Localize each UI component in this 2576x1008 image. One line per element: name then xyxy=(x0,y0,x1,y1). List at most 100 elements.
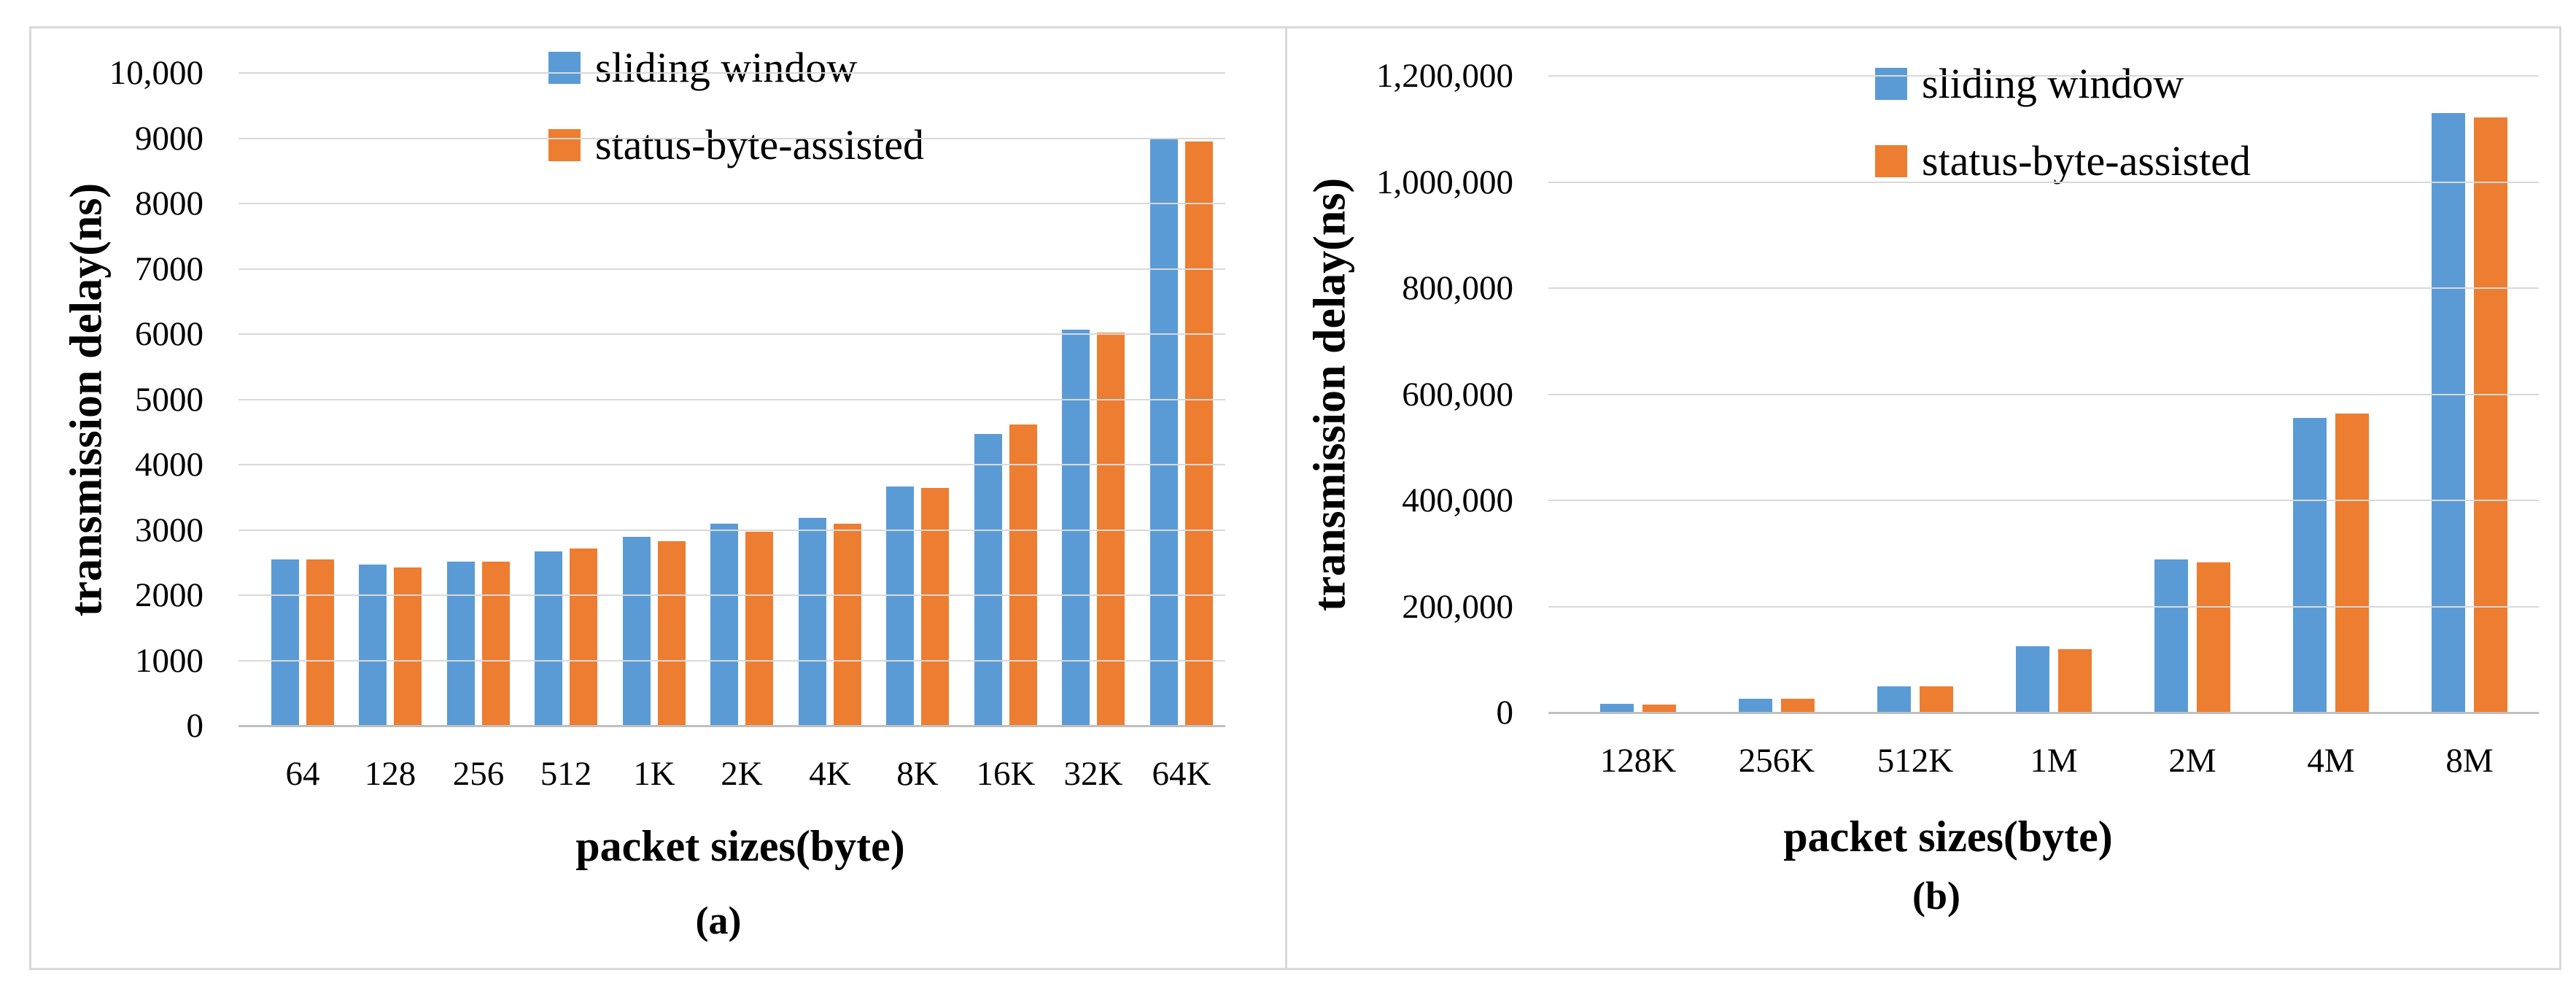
bar-status-byte-assisted-256K xyxy=(1781,699,1815,713)
legend-item-status-byte-assisted: status-byte-assisted xyxy=(1875,139,2251,184)
y-tick-label: 1000 xyxy=(135,642,203,680)
x-tick-label: 128K xyxy=(1599,742,1677,780)
x-tick-label: 4K xyxy=(809,755,851,793)
bar-status-byte-assisted-256 xyxy=(482,562,510,726)
gridline xyxy=(238,138,1225,139)
bar-status-byte-assisted-64K xyxy=(1185,141,1213,726)
x-tick-label: 64K xyxy=(1152,755,1211,793)
legend-label: status-byte-assisted xyxy=(1922,137,2251,185)
x-tick-label: 4M xyxy=(2307,742,2355,780)
category-group-512K xyxy=(1846,76,1985,713)
legend-label: status-byte-assisted xyxy=(595,121,925,168)
category-group-128K xyxy=(1569,76,1707,713)
gridline xyxy=(238,660,1225,662)
legend: sliding window status-byte-assisted xyxy=(1875,61,2251,184)
category-group-8K xyxy=(874,73,961,726)
bar-sliding-window-128 xyxy=(359,565,387,726)
x-axis-title: packet sizes(byte) xyxy=(1783,813,2113,861)
gridline xyxy=(238,399,1225,400)
panel-caption: (a) xyxy=(695,899,742,942)
category-group-64K xyxy=(1138,73,1225,726)
bar-sliding-window-32K xyxy=(1062,330,1090,726)
x-tick-label: 2M xyxy=(2168,742,2216,780)
bar-status-byte-assisted-16K xyxy=(1009,424,1037,726)
x-axis-title: packet sizes(byte) xyxy=(575,822,905,870)
legend-item-status-byte-assisted: status-byte-assisted xyxy=(548,123,924,168)
y-tick-label: 2000 xyxy=(135,576,203,614)
panel-a: transmission delay(ns) sliding window st… xyxy=(29,0,1285,1008)
category-group-4K xyxy=(786,73,874,726)
x-tick-label: 128 xyxy=(364,755,416,793)
bar-status-byte-assisted-4K xyxy=(834,524,861,726)
plot-area xyxy=(259,73,1225,726)
x-tick-label: 32K xyxy=(1063,755,1123,793)
x-tick-label: 64 xyxy=(285,755,320,793)
bar-status-byte-assisted-2K xyxy=(745,532,773,726)
x-tick-label: 1K xyxy=(633,755,675,793)
x-tick-label: 256 xyxy=(452,755,505,793)
y-tick-label: 1,200,000 xyxy=(1376,57,1513,95)
gridline xyxy=(238,594,1225,596)
x-tick-label: 256K xyxy=(1738,742,1815,780)
axis-baseline xyxy=(238,725,1225,727)
bar-status-byte-assisted-8M xyxy=(2474,117,2507,713)
category-group-128 xyxy=(346,73,434,726)
bar-status-byte-assisted-128K xyxy=(1642,705,1676,713)
gridline xyxy=(238,530,1225,531)
y-tick-label: 1,000,000 xyxy=(1376,163,1513,201)
legend-swatch-sliding-window xyxy=(548,52,581,84)
legend-label: sliding window xyxy=(595,44,858,91)
bar-sliding-window-1K xyxy=(623,537,651,726)
x-tick-label: 512 xyxy=(540,755,592,793)
panel-divider xyxy=(1285,26,1287,970)
category-group-2K xyxy=(698,73,785,726)
category-group-256 xyxy=(435,73,522,726)
category-group-256K xyxy=(1707,76,1846,713)
bar-status-byte-assisted-64 xyxy=(306,559,334,726)
category-group-1K xyxy=(610,73,698,726)
bar-sliding-window-2M xyxy=(2154,559,2188,713)
bar-sliding-window-128K xyxy=(1600,704,1634,713)
gridline xyxy=(1548,182,2539,183)
panel-b: transmission delay(ns) sliding window st… xyxy=(1287,0,2564,1008)
legend-item-sliding-window: sliding window xyxy=(548,45,924,90)
y-tick-label: 8000 xyxy=(135,185,203,222)
y-tick-label: 5000 xyxy=(135,381,203,419)
gridline xyxy=(1548,606,2539,608)
category-group-4M xyxy=(2262,76,2400,713)
axis-baseline xyxy=(1548,712,2539,714)
bar-sliding-window-512 xyxy=(535,551,562,726)
bar-status-byte-assisted-2M xyxy=(2197,562,2230,713)
category-group-512 xyxy=(522,73,610,726)
y-tick-label: 6000 xyxy=(135,315,203,353)
x-tick-label: 16K xyxy=(976,755,1036,793)
bar-sliding-window-1M xyxy=(2016,646,2049,713)
category-group-16K xyxy=(962,73,1050,726)
bar-sliding-window-256 xyxy=(447,562,475,726)
plot-area xyxy=(1569,76,2539,713)
x-tick-label: 8M xyxy=(2445,742,2494,780)
category-group-2M xyxy=(2123,76,2262,713)
category-group-1M xyxy=(1985,76,2123,713)
gridline xyxy=(238,268,1225,270)
y-tick-label: 3000 xyxy=(135,511,203,549)
y-tick-label: 10,000 xyxy=(109,54,203,92)
x-tick-label: 512K xyxy=(1877,742,1954,780)
gridline xyxy=(1548,287,2539,289)
y-tick-label: 4000 xyxy=(135,446,203,484)
gridline xyxy=(1548,394,2539,395)
x-tick-label: 2K xyxy=(721,755,763,793)
legend-item-sliding-window: sliding window xyxy=(1875,61,2251,106)
y-tick-label: 800,000 xyxy=(1402,269,1513,307)
bar-status-byte-assisted-512K xyxy=(1920,686,1953,713)
bar-sliding-window-2K xyxy=(710,524,738,726)
gridline xyxy=(238,464,1225,465)
legend-label: sliding window xyxy=(1922,60,2184,107)
figure-border xyxy=(29,26,2561,970)
bar-status-byte-assisted-512 xyxy=(570,548,597,726)
legend-swatch-status-byte-assisted xyxy=(548,129,581,161)
gridline xyxy=(1548,500,2539,501)
legend: sliding window status-byte-assisted xyxy=(548,45,924,168)
y-tick-label: 600,000 xyxy=(1402,376,1513,414)
